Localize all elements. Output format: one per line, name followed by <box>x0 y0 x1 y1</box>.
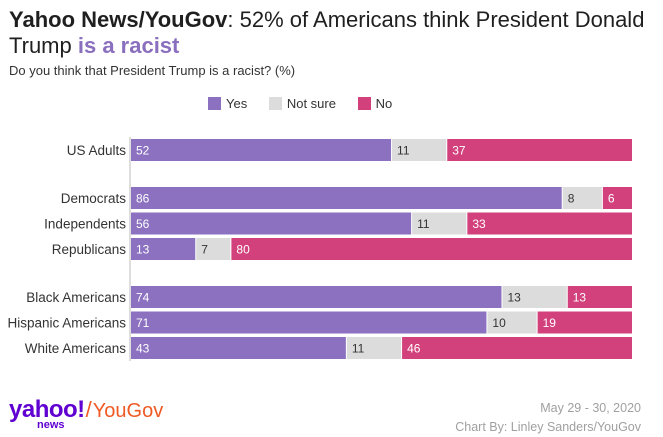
data-label-us-adults-yes: 52 <box>136 144 150 158</box>
data-label-hispanic-americans-not-sure: 10 <box>492 316 506 330</box>
data-label-independents-yes: 56 <box>136 217 150 231</box>
news-logo: news <box>37 419 65 431</box>
bar-independents-yes <box>131 212 412 235</box>
data-label-republicans-yes: 13 <box>136 243 150 257</box>
bar-republicans-yes <box>131 238 196 260</box>
category-label-us-adults: US Adults <box>67 143 127 158</box>
category-label-black-americans: Black Americans <box>26 290 126 305</box>
legend-swatch-no <box>357 97 371 110</box>
data-label-us-adults-no: 37 <box>452 144 466 158</box>
data-label-white-americans-yes: 43 <box>136 342 150 356</box>
legend-label-not-sure: Not sure <box>286 96 336 111</box>
data-label-white-americans-not-sure: 11 <box>352 342 365 356</box>
data-label-independents-not-sure: 11 <box>417 217 430 231</box>
legend-label-yes: Yes <box>226 96 248 111</box>
title-text: : 52% of Americans think President Donal… <box>9 7 645 58</box>
logo-separator: / <box>85 397 92 422</box>
bar-democrats-not-sure <box>562 187 602 209</box>
data-label-democrats-not-sure: 8 <box>568 192 575 206</box>
bar-us-adults-not-sure <box>392 139 447 161</box>
legend-swatch-yes <box>208 97 221 110</box>
category-label-republicans: Republicans <box>52 242 127 257</box>
bar-white-americans-not-sure <box>346 337 402 359</box>
data-label-democrats-yes: 86 <box>136 192 150 206</box>
bar-democrats-no <box>602 187 632 209</box>
title-source: Yahoo News/YouGov <box>9 7 228 32</box>
data-label-republicans-not-sure: 7 <box>201 243 208 257</box>
chart-title: Yahoo News/YouGov: 52% of Americans thin… <box>9 7 649 59</box>
legend-item-not-sure: Not sure <box>268 96 336 111</box>
category-label-independents: Independents <box>44 217 126 232</box>
legend-swatch-not-sure <box>268 97 282 110</box>
category-label-democrats: Democrats <box>61 191 127 206</box>
bar-democrats-yes <box>131 187 562 209</box>
bar-black-americans-not-sure <box>502 286 567 308</box>
data-label-us-adults-not-sure: 11 <box>397 144 410 158</box>
chart-footer: May 29 - 30, 2020 Chart By: Linley Sande… <box>455 399 641 437</box>
data-label-black-americans-no: 13 <box>573 291 587 305</box>
yahoo-logo: yahoo! <box>9 396 85 423</box>
survey-date: May 29 - 30, 2020 <box>540 401 641 415</box>
bar-republicans-not-sure <box>196 238 231 260</box>
bar-us-adults-yes <box>131 139 392 161</box>
yougov-logo: YouGov <box>92 400 164 422</box>
bar-white-americans-no <box>402 337 632 359</box>
data-label-independents-no: 33 <box>472 217 486 231</box>
title-highlight: is a racist <box>77 33 180 58</box>
bar-hispanic-americans-not-sure <box>487 311 537 334</box>
data-label-democrats-no: 6 <box>608 192 615 206</box>
bar-white-americans-yes <box>131 337 346 359</box>
bar-hispanic-americans-yes <box>131 311 487 334</box>
legend-label-no: No <box>375 96 393 111</box>
legend: Yes Not sure No <box>208 96 410 113</box>
category-label-hispanic-americans: Hispanic Americans <box>7 316 126 331</box>
chart-credit: Chart By: Linley Sanders/YouGov <box>455 420 641 434</box>
data-label-black-americans-yes: 74 <box>136 291 150 305</box>
bar-republicans-no <box>231 238 632 260</box>
legend-item-yes: Yes <box>208 96 247 111</box>
bar-us-adults-no <box>447 139 632 161</box>
bar-hispanic-americans-no <box>537 311 632 334</box>
bar-black-americans-yes <box>131 286 502 308</box>
brand-logo: yahoo!/YouGov news <box>9 396 164 431</box>
legend-item-no: No <box>357 96 393 111</box>
bar-black-americans-no <box>567 286 632 308</box>
category-label-white-americans: White Americans <box>25 341 127 356</box>
chart-subtitle: Do you think that President Trump is a r… <box>9 63 296 78</box>
bar-independents-no <box>467 212 632 235</box>
data-label-black-americans-not-sure: 13 <box>507 291 521 305</box>
bar-independents-not-sure <box>412 212 467 235</box>
data-label-republicans-no: 80 <box>236 243 250 257</box>
data-label-white-americans-no: 46 <box>407 342 421 356</box>
data-label-hispanic-americans-no: 19 <box>543 316 557 330</box>
data-label-hispanic-americans-yes: 71 <box>136 316 150 330</box>
